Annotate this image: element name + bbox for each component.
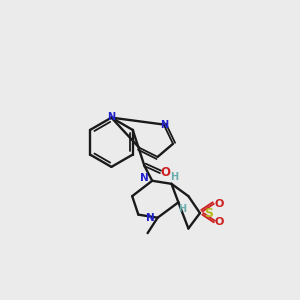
Text: N: N [140,173,149,184]
Text: O: O [214,217,224,227]
Text: O: O [160,166,170,179]
Text: N: N [160,119,169,130]
Text: O: O [214,199,224,209]
Text: H: H [170,172,178,182]
Text: H: H [178,204,186,214]
Text: N: N [107,112,116,122]
Text: N: N [146,213,154,223]
Text: S: S [205,207,214,220]
